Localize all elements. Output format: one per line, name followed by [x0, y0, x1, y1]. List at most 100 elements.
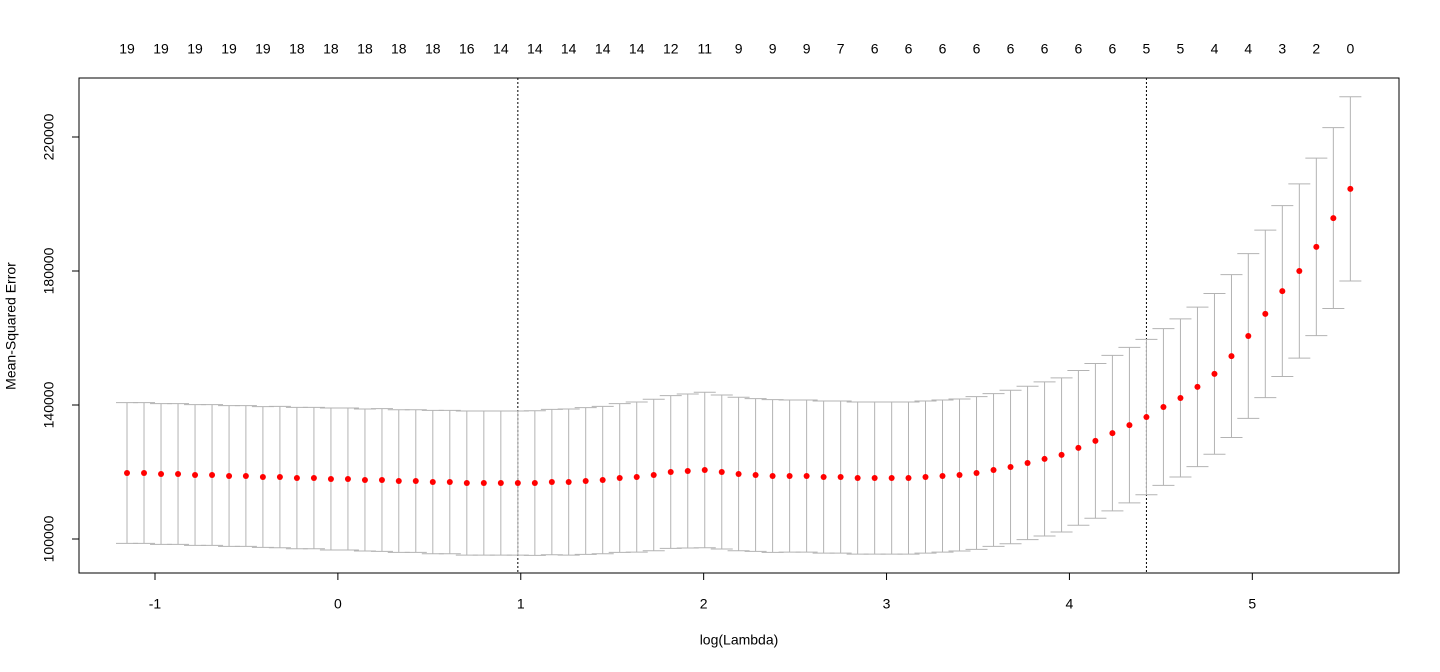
point — [616, 475, 623, 482]
top-tick-label: 6 — [1007, 41, 1015, 57]
point — [124, 470, 131, 477]
point — [1279, 288, 1286, 295]
point — [1330, 215, 1337, 222]
point — [565, 479, 572, 486]
point — [701, 466, 708, 473]
y-tick-label: 220000 — [41, 113, 57, 160]
point — [922, 474, 929, 481]
top-tick-label: 6 — [1109, 41, 1117, 57]
top-tick-label: 14 — [595, 41, 611, 57]
top-tick-label: 18 — [323, 41, 339, 57]
top-tick-label: 6 — [939, 41, 947, 57]
top-tick-label: 19 — [187, 41, 203, 57]
point — [1126, 422, 1133, 429]
top-tick-label: 6 — [973, 41, 981, 57]
point — [582, 478, 589, 485]
point — [633, 474, 640, 481]
y-tick-label: 180000 — [41, 247, 57, 294]
point — [463, 480, 470, 487]
point — [1092, 437, 1099, 444]
y-axis-label: Mean-Squared Error — [3, 262, 19, 390]
top-tick-label: 2 — [1312, 41, 1320, 57]
point — [209, 472, 216, 479]
point — [378, 477, 385, 484]
top-tick-label: 19 — [119, 41, 135, 57]
point — [497, 480, 504, 487]
point — [480, 480, 487, 487]
point — [1058, 451, 1065, 458]
top-tick-label: 6 — [871, 41, 879, 57]
point — [141, 470, 148, 477]
x-tick-label: -1 — [149, 596, 162, 612]
point — [803, 473, 810, 480]
point — [276, 474, 283, 481]
point — [599, 477, 606, 484]
point — [837, 474, 844, 481]
top-tick-label: 9 — [735, 41, 743, 57]
top-tick-label: 7 — [837, 41, 845, 57]
top-tick-label: 5 — [1177, 41, 1185, 57]
point — [769, 473, 776, 480]
top-tick-label: 16 — [459, 41, 475, 57]
top-tick-label: 0 — [1346, 41, 1354, 57]
top-tick-label: 6 — [905, 41, 913, 57]
point — [905, 475, 912, 482]
point — [1313, 243, 1320, 250]
point — [650, 472, 657, 479]
point — [684, 467, 691, 474]
point — [175, 471, 182, 478]
x-tick-label: 3 — [883, 596, 891, 612]
top-tick-label: 12 — [663, 41, 679, 57]
point — [735, 471, 742, 478]
top-tick-label: 6 — [1074, 41, 1082, 57]
x-axis-label: log(Lambda) — [700, 632, 779, 648]
point — [854, 475, 861, 482]
top-tick-label: 14 — [561, 41, 577, 57]
top-tick-label: 6 — [1041, 41, 1049, 57]
x-tick-label: 5 — [1248, 596, 1256, 612]
top-tick-label: 11 — [697, 41, 712, 57]
point — [158, 471, 165, 478]
top-tick-label: 4 — [1244, 41, 1252, 57]
point — [1296, 268, 1303, 275]
point — [226, 473, 233, 480]
point — [412, 478, 419, 485]
y-tick-label: 100000 — [41, 515, 57, 562]
point — [192, 472, 199, 479]
point — [820, 474, 827, 481]
point — [1177, 394, 1184, 401]
top-tick-label: 3 — [1278, 41, 1286, 57]
point — [888, 475, 895, 482]
point — [973, 470, 980, 477]
point — [752, 472, 759, 479]
x-tick-label: 1 — [517, 596, 525, 612]
point — [1347, 185, 1354, 192]
point — [361, 477, 368, 484]
top-tick-label: 5 — [1143, 41, 1151, 57]
top-tick-label: 9 — [803, 41, 811, 57]
top-tick-label: 19 — [221, 41, 237, 57]
point — [667, 469, 674, 476]
point — [1160, 404, 1167, 411]
y-tick-label: 140000 — [41, 381, 57, 428]
point — [1245, 332, 1252, 339]
point — [1211, 370, 1218, 377]
top-tick-label: 14 — [527, 41, 543, 57]
point — [1024, 459, 1031, 466]
x-tick-label: 0 — [334, 596, 342, 612]
point — [1075, 444, 1082, 451]
point — [395, 478, 402, 485]
point — [1143, 414, 1150, 421]
point — [1262, 310, 1269, 317]
point — [259, 474, 266, 481]
point — [514, 480, 521, 487]
top-tick-label: 14 — [629, 41, 645, 57]
point — [548, 479, 555, 486]
x-tick-label: 4 — [1066, 596, 1074, 612]
point — [344, 476, 351, 483]
top-tick-label: 4 — [1211, 41, 1219, 57]
point — [939, 473, 946, 480]
point — [956, 472, 963, 479]
point — [1041, 455, 1048, 462]
